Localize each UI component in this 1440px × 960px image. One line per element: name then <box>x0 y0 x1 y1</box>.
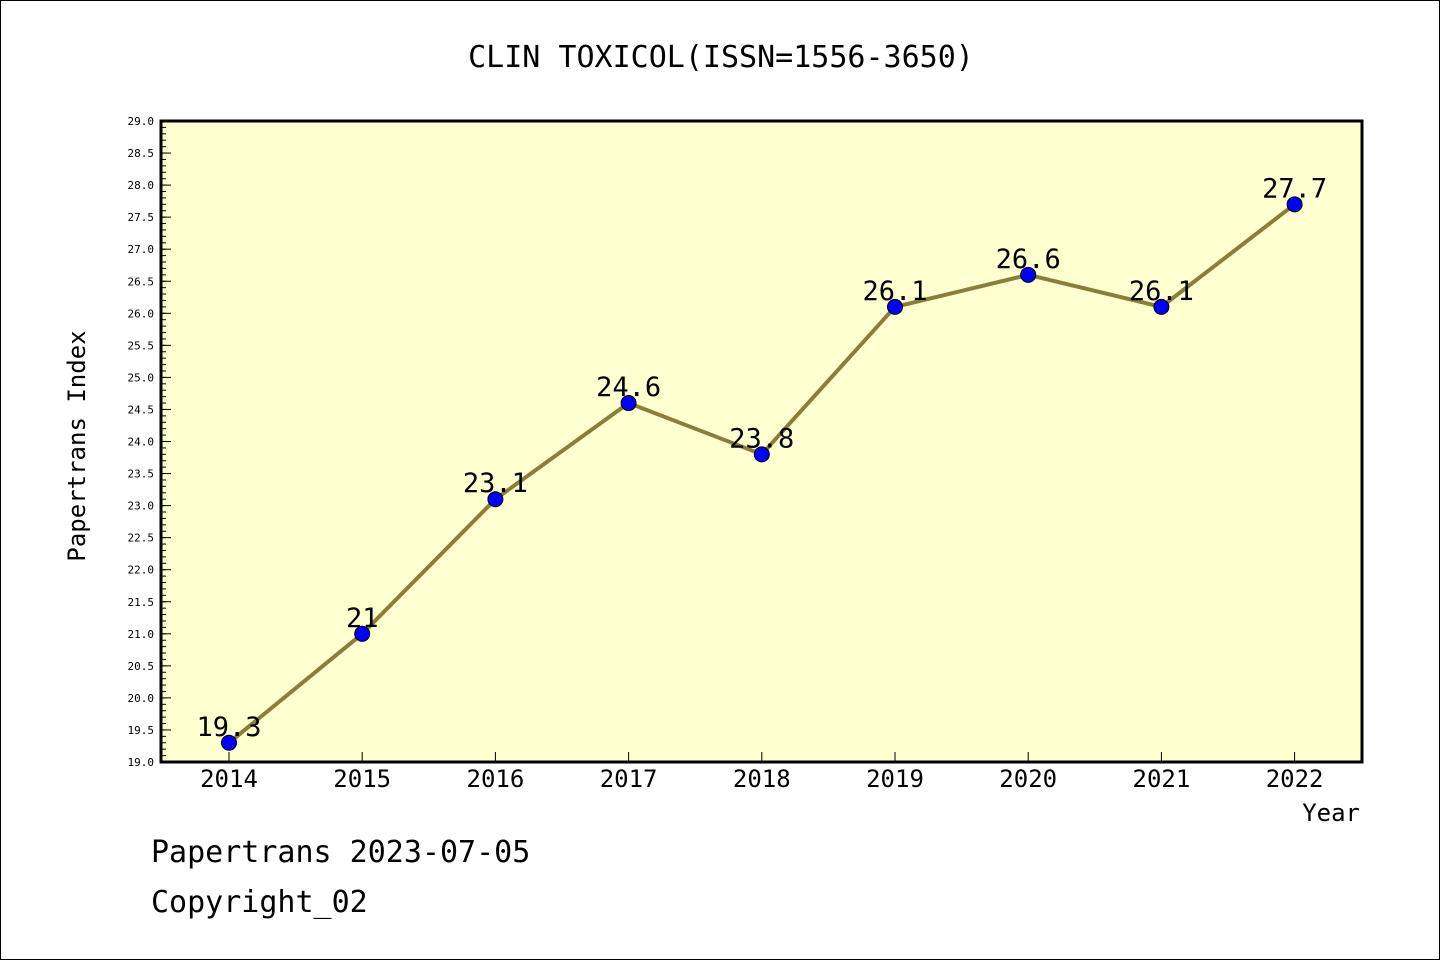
y-axis-ticks: 19.0 19.5 20.0 20.5 21.0 21.5 22.0 22.5 23.0 23.5… <box>128 115 171 769</box>
y-tick-label: 22.0 <box>128 564 155 577</box>
data-label: 24.6 <box>596 372 661 403</box>
data-point-marker <box>1286 196 1303 213</box>
y-tick-label: 19.0 <box>128 756 155 769</box>
data-label: 26.6 <box>996 244 1061 275</box>
footer-copyright: Copyright_02 <box>151 885 368 920</box>
data-label: 26.1 <box>1129 276 1194 307</box>
data-label: 23.8 <box>729 423 794 454</box>
y-tick-label: 27.0 <box>128 243 155 256</box>
data-point-marker <box>487 491 504 508</box>
x-tick-label: 2015 <box>333 765 391 793</box>
x-tick-label: 2017 <box>600 765 658 793</box>
x-tick-label: 2021 <box>1133 765 1191 793</box>
y-tick-label: 28.0 <box>128 179 155 192</box>
y-tick-label: 22.5 <box>128 532 155 545</box>
data-point-marker <box>1153 298 1170 315</box>
y-tick-label: 29.0 <box>128 115 155 128</box>
x-tick-label: 2018 <box>733 765 791 793</box>
data-point-marker <box>221 734 237 751</box>
x-tick-label: 2022 <box>1266 765 1324 793</box>
y-tick-label: 26.0 <box>128 307 155 320</box>
y-tick-label: 20.0 <box>128 692 155 705</box>
y-tick-label: 25.0 <box>128 371 155 384</box>
series-markers <box>221 196 1303 751</box>
footer-date: Papertrans 2023-07-05 <box>151 835 531 870</box>
y-tick-label: 26.5 <box>128 275 155 288</box>
plot-frame <box>159 119 1364 764</box>
data-point-marker <box>620 395 637 412</box>
y-tick-label: 23.5 <box>128 468 155 481</box>
data-label: 27.7 <box>1262 173 1327 204</box>
data-point-marker <box>753 446 770 463</box>
y-tick-label: 20.5 <box>128 660 155 673</box>
data-label: 23.1 <box>463 468 528 499</box>
y-tick-label: 23.0 <box>128 500 155 513</box>
y-tick-label: 25.5 <box>128 339 155 352</box>
data-labels: 19.3 21 23.1 24.6 23.8 26.1 26.6 26.1 27.7 <box>196 173 1327 742</box>
data-label: 19.3 <box>196 712 261 743</box>
y-tick-label: 28.5 <box>128 147 155 160</box>
x-axis-ticks: 2014 2015 2016 2017 2018 2019 2020 2021 2022 <box>200 752 1323 793</box>
y-tick-label: 24.0 <box>128 436 155 449</box>
y-tick-label: 21.0 <box>128 628 155 641</box>
y-tick-label: 27.5 <box>128 211 155 224</box>
chart-title: CLIN TOXICOL(ISSN=1556-3650) <box>468 40 974 75</box>
x-tick-label: 2020 <box>999 765 1057 793</box>
plot-area <box>161 121 1362 762</box>
x-tick-label: 2016 <box>467 765 525 793</box>
y-tick-label: 21.5 <box>128 596 155 609</box>
x-tick-label: 2014 <box>200 765 258 793</box>
x-axis-label: Year <box>1302 799 1360 827</box>
y-tick-label: 24.5 <box>128 403 155 416</box>
data-point-marker <box>354 625 371 642</box>
x-tick-label: 2019 <box>866 765 924 793</box>
data-label: 26.1 <box>862 276 927 307</box>
data-point-marker <box>1020 266 1037 283</box>
data-label: 21 <box>346 603 379 634</box>
y-axis-label: Papertrans Index <box>63 330 91 561</box>
data-point-marker <box>887 298 903 315</box>
y-tick-label: 19.5 <box>128 724 155 737</box>
